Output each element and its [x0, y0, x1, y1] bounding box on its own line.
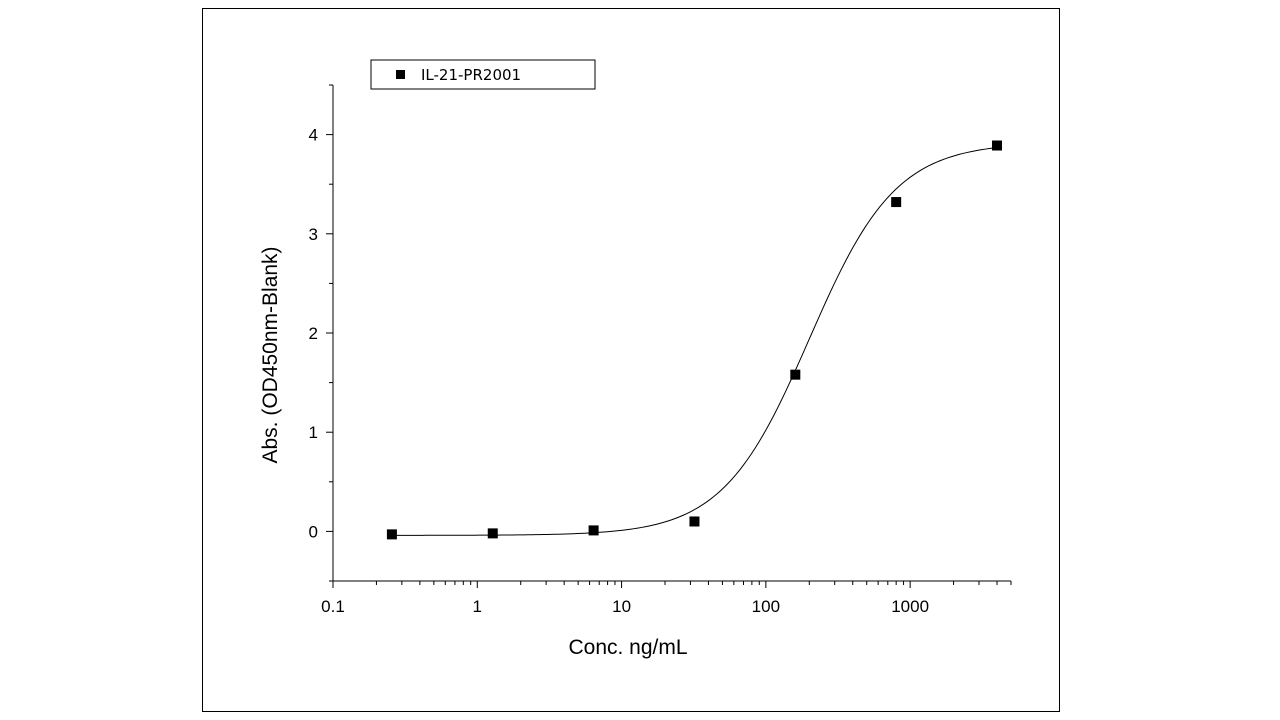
x-tick-label: 1000: [891, 597, 929, 616]
chart-frame: [202, 8, 1060, 712]
legend-box: [370, 59, 596, 90]
y-tick-label: 3: [309, 225, 318, 244]
data-point: [790, 369, 801, 380]
y-axis-title: Abs. (OD450nm-Blank): [259, 246, 282, 463]
legend-marker: [396, 70, 405, 79]
x-axis-title: Conc. ng/mL: [568, 636, 687, 659]
legend: IL-21-PR2001: [370, 59, 596, 90]
fit-curve: [391, 147, 998, 536]
y-tick-label: 1: [309, 423, 318, 442]
axes: 0.1 1 10 100 1000 0 1 2 3 4: [309, 84, 1012, 616]
data-point: [891, 197, 902, 208]
data-point: [689, 516, 700, 527]
x-tick-label: 10: [612, 597, 631, 616]
y-tick-label: 4: [309, 126, 318, 145]
data-points: [386, 140, 1003, 540]
x-tick-label: 0.1: [321, 597, 345, 616]
data-point: [487, 528, 498, 539]
data-point: [588, 525, 599, 536]
data-point: [386, 529, 397, 540]
data-point: [992, 140, 1003, 151]
x-tick-label: 1: [473, 597, 482, 616]
y-tick-label: 2: [309, 324, 318, 343]
y-tick-label: 0: [309, 522, 318, 541]
legend-label: IL-21-PR2001: [421, 66, 521, 84]
x-tick-label: 100: [752, 597, 780, 616]
